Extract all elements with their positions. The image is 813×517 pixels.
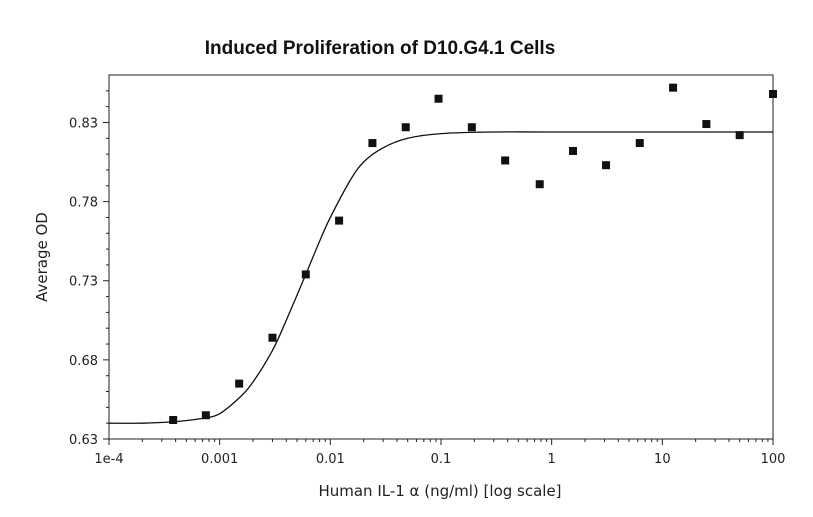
x-tick-label: 1 (548, 452, 556, 467)
fit-curve-line (108, 131, 773, 424)
data-point (368, 139, 377, 148)
data-point (769, 89, 777, 98)
x-axis-label: Human IL-1 α (ng/ml) [log scale] (318, 482, 561, 500)
y-tick-label: 0.63 (69, 433, 98, 448)
y-tick-label: 0.78 (69, 196, 98, 211)
x-tick-label: 1e-4 (94, 452, 123, 467)
data-point (535, 180, 544, 189)
plot-frame (108, 74, 774, 440)
x-axis: 1e-4 0.001 0.01 0.1 1 10 100 (94, 439, 785, 467)
y-tick-label: 0.83 (69, 116, 98, 131)
data-point (669, 83, 678, 92)
data-point (569, 146, 578, 155)
data-point (268, 333, 277, 342)
data-point (702, 120, 711, 129)
x-tick-label: 100 (761, 452, 786, 467)
data-point (434, 94, 443, 103)
x-tick-label: 10 (654, 452, 671, 467)
data-point (735, 131, 744, 140)
x-tick-label: 0.01 (316, 452, 345, 467)
y-axis: 0.63 0.68 0.73 0.78 0.83 (69, 90, 109, 448)
data-point (301, 270, 310, 279)
x-tick-label: 0.1 (431, 452, 452, 467)
y-tick-label: 0.73 (69, 275, 98, 290)
data-point (201, 411, 210, 420)
data-point (467, 123, 476, 132)
data-point (501, 156, 510, 165)
data-point (401, 123, 410, 132)
data-points (169, 83, 777, 425)
chart-title: Induced Proliferation of D10.G4.1 Cells (205, 38, 556, 59)
y-axis-label: Average OD (33, 212, 51, 302)
data-point (602, 161, 611, 170)
data-point (235, 379, 244, 388)
data-point (169, 416, 178, 425)
data-point (635, 139, 644, 148)
y-tick-label: 0.68 (69, 354, 98, 369)
data-point (335, 216, 344, 225)
x-tick-label: 0.001 (201, 452, 238, 467)
